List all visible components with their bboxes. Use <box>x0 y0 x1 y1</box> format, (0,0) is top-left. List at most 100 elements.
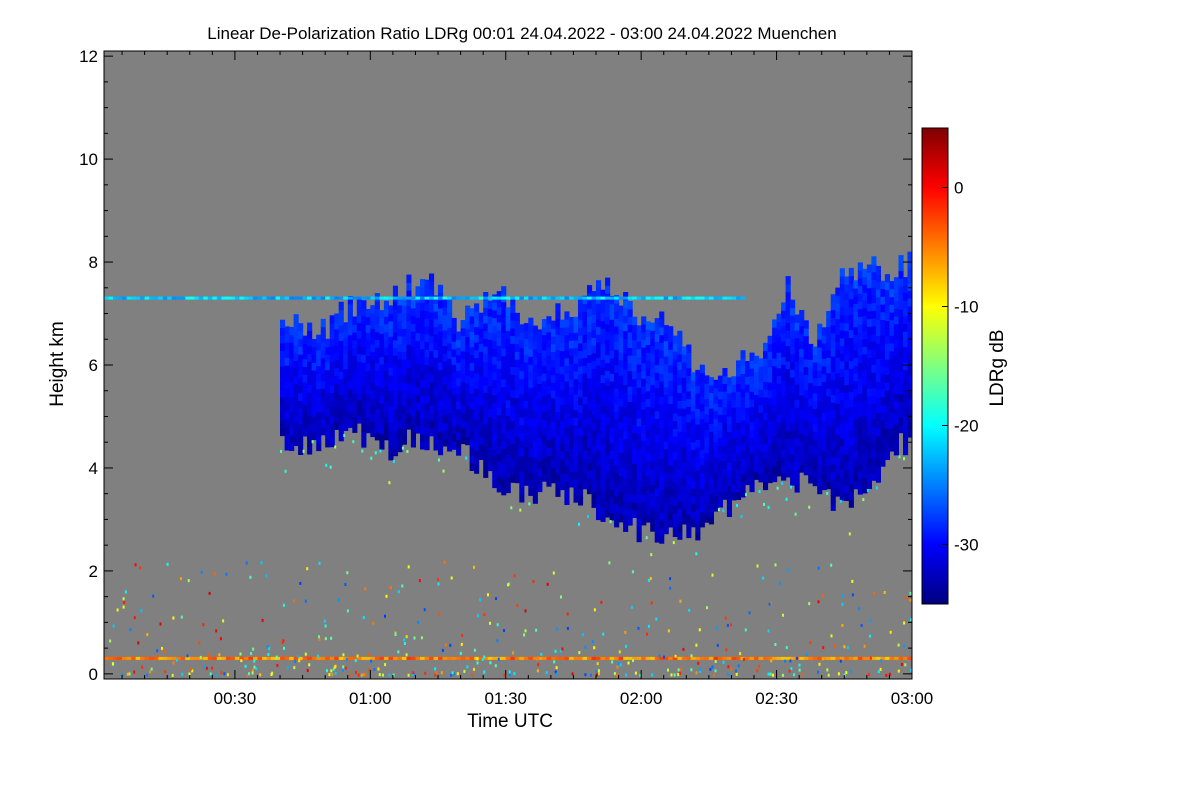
cloud-cell <box>487 354 493 363</box>
cloud-cell <box>799 464 805 473</box>
cloud-cell <box>835 357 841 366</box>
cloud-cell <box>564 411 570 421</box>
cloud-cell <box>659 404 665 413</box>
cloud-cell <box>559 396 565 406</box>
cloud-cell <box>352 424 358 433</box>
cloud-cell <box>609 404 615 413</box>
layer-cell <box>216 296 222 300</box>
speckle <box>384 614 386 618</box>
cloud-cell <box>817 354 823 363</box>
cloud-cell <box>632 386 638 395</box>
cloud-cell <box>713 410 719 419</box>
cloud-cell <box>438 315 444 324</box>
cloud-cell <box>433 365 439 374</box>
speckle <box>650 601 653 605</box>
layer-cell <box>189 296 195 300</box>
cloud-cell <box>790 469 796 478</box>
cloud-cell <box>510 304 516 313</box>
speckle <box>651 673 654 677</box>
cloud-cell <box>848 321 854 331</box>
cloud-cell <box>415 309 421 318</box>
cloud-cell <box>573 340 579 349</box>
cloud-cell <box>370 428 376 438</box>
cloud-cell <box>844 477 850 486</box>
speckle <box>593 646 596 650</box>
cloud-cell <box>668 457 674 466</box>
cloud-cell <box>523 438 529 448</box>
cloud-cell <box>392 409 398 418</box>
cloud-cell <box>763 443 769 452</box>
cloud-cell <box>284 372 290 381</box>
cloud-cell <box>343 322 349 331</box>
cloud-cell <box>632 409 638 418</box>
cloud-cell <box>767 443 773 453</box>
cloud-cell <box>392 362 398 372</box>
layer-cell <box>108 296 114 300</box>
cloud-cell <box>663 348 669 357</box>
cloud-cell <box>641 409 647 418</box>
cloud-cell <box>713 503 719 512</box>
cloud-cell <box>478 436 484 445</box>
cloud-cell <box>424 318 430 327</box>
cloud-cell <box>907 305 912 315</box>
cloud-cell <box>745 391 751 401</box>
speckle <box>822 594 825 597</box>
speckle <box>711 573 714 577</box>
cloud-cell <box>596 318 602 328</box>
cloud-cell <box>532 449 538 458</box>
cloud-cell <box>519 432 525 441</box>
speckle <box>299 581 302 585</box>
cloud-cell <box>636 433 642 442</box>
cloud-cell <box>713 457 719 466</box>
cloud-cell <box>289 388 295 397</box>
cloud-cell <box>812 408 818 417</box>
cloud-cell <box>830 502 836 511</box>
cloud-cell <box>645 344 651 353</box>
cloud-cell <box>352 386 358 395</box>
cloud-cell <box>871 348 877 358</box>
cloud-cell <box>609 388 615 397</box>
cloud-cell <box>839 469 845 478</box>
cloud-cell <box>844 415 850 424</box>
speckle <box>437 578 439 582</box>
speckle <box>249 575 252 579</box>
speckle <box>658 654 661 658</box>
cloud-cell <box>578 381 584 390</box>
speckle <box>735 672 738 676</box>
cloud-cell <box>659 473 665 482</box>
cloud-cell <box>650 469 656 478</box>
cloud-cell <box>632 448 638 457</box>
cloud-cell <box>537 476 543 485</box>
speckle <box>669 586 672 590</box>
speckle <box>843 645 846 649</box>
speckle <box>215 673 218 677</box>
cloud-cell <box>866 388 872 397</box>
layer-cell <box>749 656 755 660</box>
cloud-cell <box>591 499 597 508</box>
cloud-cell <box>848 275 854 284</box>
cloud-cell <box>695 424 701 433</box>
layer-cell <box>541 296 547 300</box>
cloud-cell <box>401 428 407 437</box>
cloud-cell <box>329 431 335 440</box>
cloud-cell <box>889 281 895 290</box>
cloud-cell <box>374 347 380 356</box>
cloud-cell <box>767 389 773 399</box>
cloud-cell <box>483 330 489 339</box>
cloud-cell <box>361 416 367 425</box>
cloud-cell <box>293 321 299 331</box>
cloud-cell <box>722 437 728 446</box>
cloud-cell <box>695 532 701 541</box>
cloud-cell <box>496 399 502 408</box>
cloud-cell <box>871 341 877 350</box>
cloud-cell <box>803 436 809 445</box>
cloud-cell <box>677 523 683 533</box>
speckle <box>830 634 833 638</box>
cloud-cell <box>875 273 881 282</box>
cloud-cell <box>438 369 444 378</box>
cloud-cell <box>311 385 317 394</box>
cloud-cell <box>587 478 593 487</box>
cloud-cell <box>614 372 620 381</box>
speckle <box>253 665 256 669</box>
cloud-cell <box>749 422 755 431</box>
